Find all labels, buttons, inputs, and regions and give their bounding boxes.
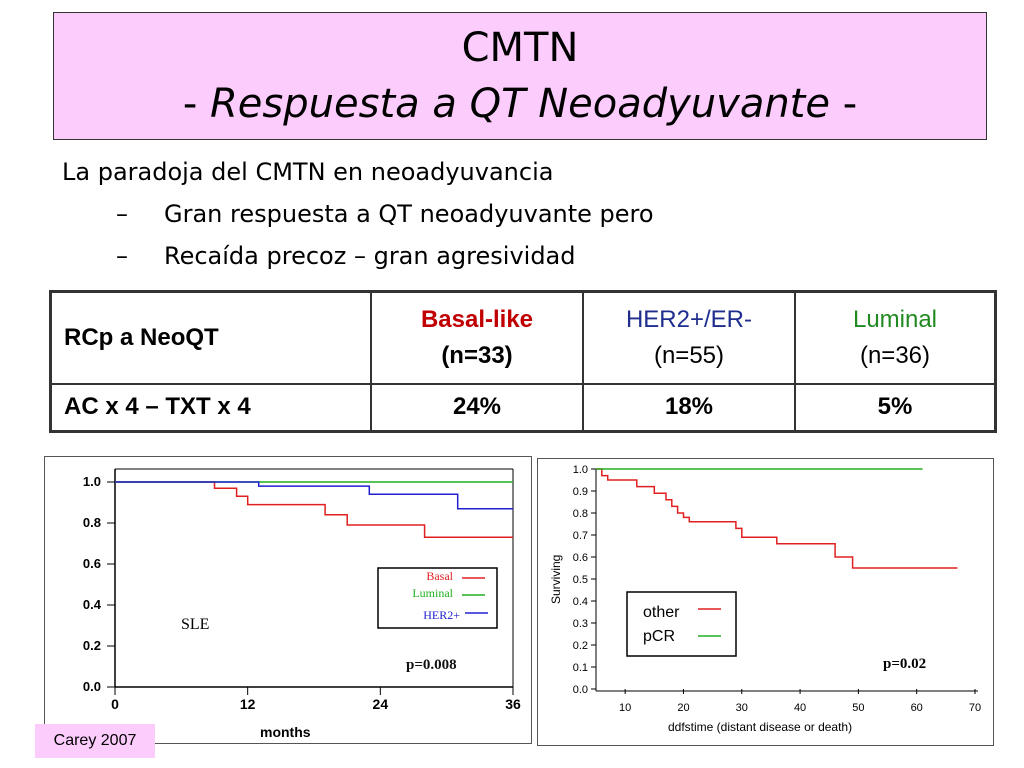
legend-label-luminal: Luminal: [412, 586, 453, 600]
chart-sle: 0.0 0.2 0.4 0.6 0.8 1.0 0 12 24 36 months SLE p=0…: [44, 456, 532, 744]
y-tick-label: 0.2: [573, 640, 588, 652]
col-basal-name: Basal-like: [420, 305, 534, 333]
col-her2-name: HER2+/ER-: [625, 305, 753, 333]
y-tick-label: 0.5: [573, 574, 588, 586]
x-tick-label: 50: [852, 702, 864, 714]
x-tick-label: 60: [911, 702, 923, 714]
x-tick-label: 24: [373, 696, 389, 712]
plot-frame: [595, 469, 978, 692]
y-tick-label: 0.1: [573, 662, 588, 674]
y-tick-label: 0.8: [83, 515, 101, 530]
col-her2: HER2+/ER- (n=55): [582, 290, 796, 385]
col-basal: Basal-like (n=33): [370, 290, 584, 385]
chart-ddfs: 0.0 0.1 0.2 0.3 0.4 0.5 0.6 0.7 0.8 0.9 1.0 10 20 30 4…: [537, 458, 994, 746]
y-tick-label: 1.0: [83, 474, 101, 489]
y-tick-label: 0.0: [83, 679, 101, 694]
legend-label-pcr: pCR: [643, 628, 675, 645]
x-tick-label: 0: [111, 696, 119, 712]
x-tick-label: 30: [736, 702, 748, 714]
y-tick-label: 0.7: [573, 530, 588, 542]
citation-label: Carey 2007: [35, 724, 155, 758]
dash-marker: –: [116, 200, 128, 228]
sub-bullet-2: – Recaída precoz – gran agresividad: [116, 242, 576, 270]
table-row: AC x 4 – TXT x 4 24% 18% 5%: [49, 382, 997, 433]
legend-label-basal: Basal: [426, 569, 453, 583]
slide-subtitle: - Respuesta a QT Neoadyuvante -: [54, 81, 986, 127]
y-tick-label: 0.4: [83, 597, 102, 612]
y-axis-label: Surviving: [549, 555, 563, 604]
dash-marker: –: [116, 242, 128, 270]
value-basal: 24%: [370, 382, 584, 433]
table-header-label: RCp a NeoQT: [49, 290, 372, 385]
value-luminal: 5%: [794, 382, 997, 433]
x-axis-label: ddfstime (distant disease or death): [668, 720, 852, 734]
annotation-sle: SLE: [181, 616, 209, 633]
title-box: CMTN - Respuesta a QT Neoadyuvante -: [53, 12, 987, 140]
table-header-row: RCp a NeoQT Basal-like (n=33) HER2+/ER- …: [49, 290, 997, 385]
x-tick-label: 40: [794, 702, 806, 714]
x-tick-label: 12: [240, 696, 256, 712]
row-label: AC x 4 – TXT x 4: [49, 382, 372, 433]
y-tick-label: 0.4: [573, 596, 588, 608]
col-basal-n: (n=33): [441, 341, 513, 369]
col-luminal: Luminal (n=36): [794, 290, 997, 385]
chart-sle-svg: 0.0 0.2 0.4 0.6 0.8 1.0 0 12 24 36 months SLE p=0…: [83, 468, 521, 740]
x-axis-label: months: [260, 724, 311, 740]
series-line-basal: [115, 481, 513, 539]
series-line-her2: [115, 481, 513, 510]
legend-label-her2: HER2+: [423, 608, 460, 622]
subtitle-dash-right: -: [829, 81, 858, 127]
annotation-pvalue: p=0.02: [883, 656, 926, 672]
sub-bullet-text: Gran respuesta a QT neoadyuvante pero: [164, 200, 654, 228]
value-her2: 18%: [582, 382, 796, 433]
col-luminal-n: (n=36): [859, 341, 931, 369]
col-luminal-name: Luminal: [852, 305, 938, 333]
subtitle-dash-left: -: [182, 81, 211, 127]
bullet-main: La paradoja del CMTN en neoadyuvancia: [62, 158, 554, 186]
x-tick-label: 20: [677, 702, 689, 714]
subtitle-text: Respuesta a QT Neoadyuvante: [210, 81, 830, 127]
y-tick-label: 0.6: [573, 552, 588, 564]
annotation-pvalue: p=0.008: [406, 657, 457, 673]
x-tick-label: 70: [969, 702, 981, 714]
series-line-other: [596, 468, 958, 569]
y-tick-label: 0.0: [573, 684, 588, 696]
y-tick-label: 1.0: [573, 464, 588, 476]
legend-label-other: other: [643, 604, 680, 621]
plot-frame: [114, 468, 514, 688]
response-table: RCp a NeoQT Basal-like (n=33) HER2+/ER- …: [49, 290, 997, 433]
slide-title: CMTN: [461, 25, 579, 71]
col-her2-n: (n=55): [653, 341, 725, 369]
y-tick-label: 0.2: [83, 638, 101, 653]
y-tick-label: 0.6: [83, 556, 101, 571]
y-tick-label: 0.8: [573, 508, 588, 520]
legend: Basal Luminal HER2+: [377, 567, 498, 629]
sub-bullet-1: – Gran respuesta a QT neoadyuvante pero: [116, 200, 654, 228]
y-tick-label: 0.9: [573, 486, 588, 498]
legend: other pCR: [626, 591, 737, 657]
x-tick-label: 36: [505, 696, 521, 712]
chart-ddfs-svg: 0.0 0.1 0.2 0.3 0.4 0.5 0.6 0.7 0.8 0.9 1.0 10 20 30 4…: [549, 464, 981, 734]
y-tick-label: 0.3: [573, 618, 588, 630]
x-tick-label: 10: [619, 702, 631, 714]
sub-bullet-text: Recaída precoz – gran agresividad: [164, 242, 576, 270]
